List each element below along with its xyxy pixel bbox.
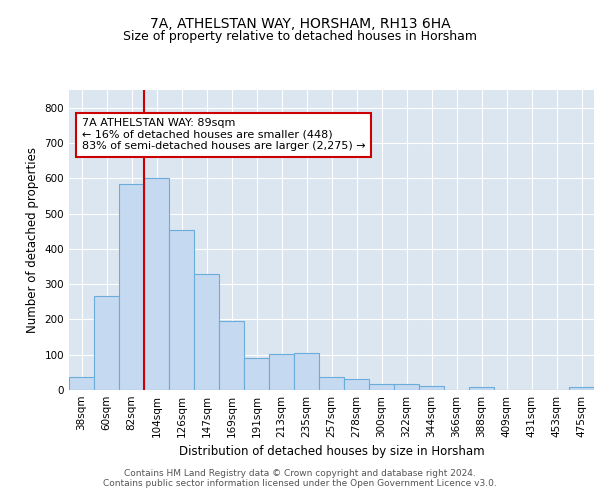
Bar [169,230,194,390]
Bar [144,178,169,390]
Bar [419,386,444,390]
Bar [69,377,94,390]
X-axis label: Distribution of detached houses by size in Horsham: Distribution of detached houses by size … [179,446,484,458]
Bar [94,296,119,390]
Bar [469,387,494,390]
Bar [394,384,419,390]
Bar [244,358,269,390]
Bar [369,384,394,390]
Text: Size of property relative to detached houses in Horsham: Size of property relative to detached ho… [123,30,477,43]
Text: Contains HM Land Registry data © Crown copyright and database right 2024.: Contains HM Land Registry data © Crown c… [124,468,476,477]
Bar [344,378,369,390]
Y-axis label: Number of detached properties: Number of detached properties [26,147,39,333]
Text: Contains public sector information licensed under the Open Government Licence v3: Contains public sector information licen… [103,478,497,488]
Text: 7A, ATHELSTAN WAY, HORSHAM, RH13 6HA: 7A, ATHELSTAN WAY, HORSHAM, RH13 6HA [149,18,451,32]
Bar [569,387,594,390]
Text: 7A ATHELSTAN WAY: 89sqm
← 16% of detached houses are smaller (448)
83% of semi-d: 7A ATHELSTAN WAY: 89sqm ← 16% of detache… [82,118,365,152]
Bar [119,184,144,390]
Bar [294,353,319,390]
Bar [319,377,344,390]
Bar [194,274,219,390]
Bar [219,321,244,390]
Bar [269,354,294,390]
